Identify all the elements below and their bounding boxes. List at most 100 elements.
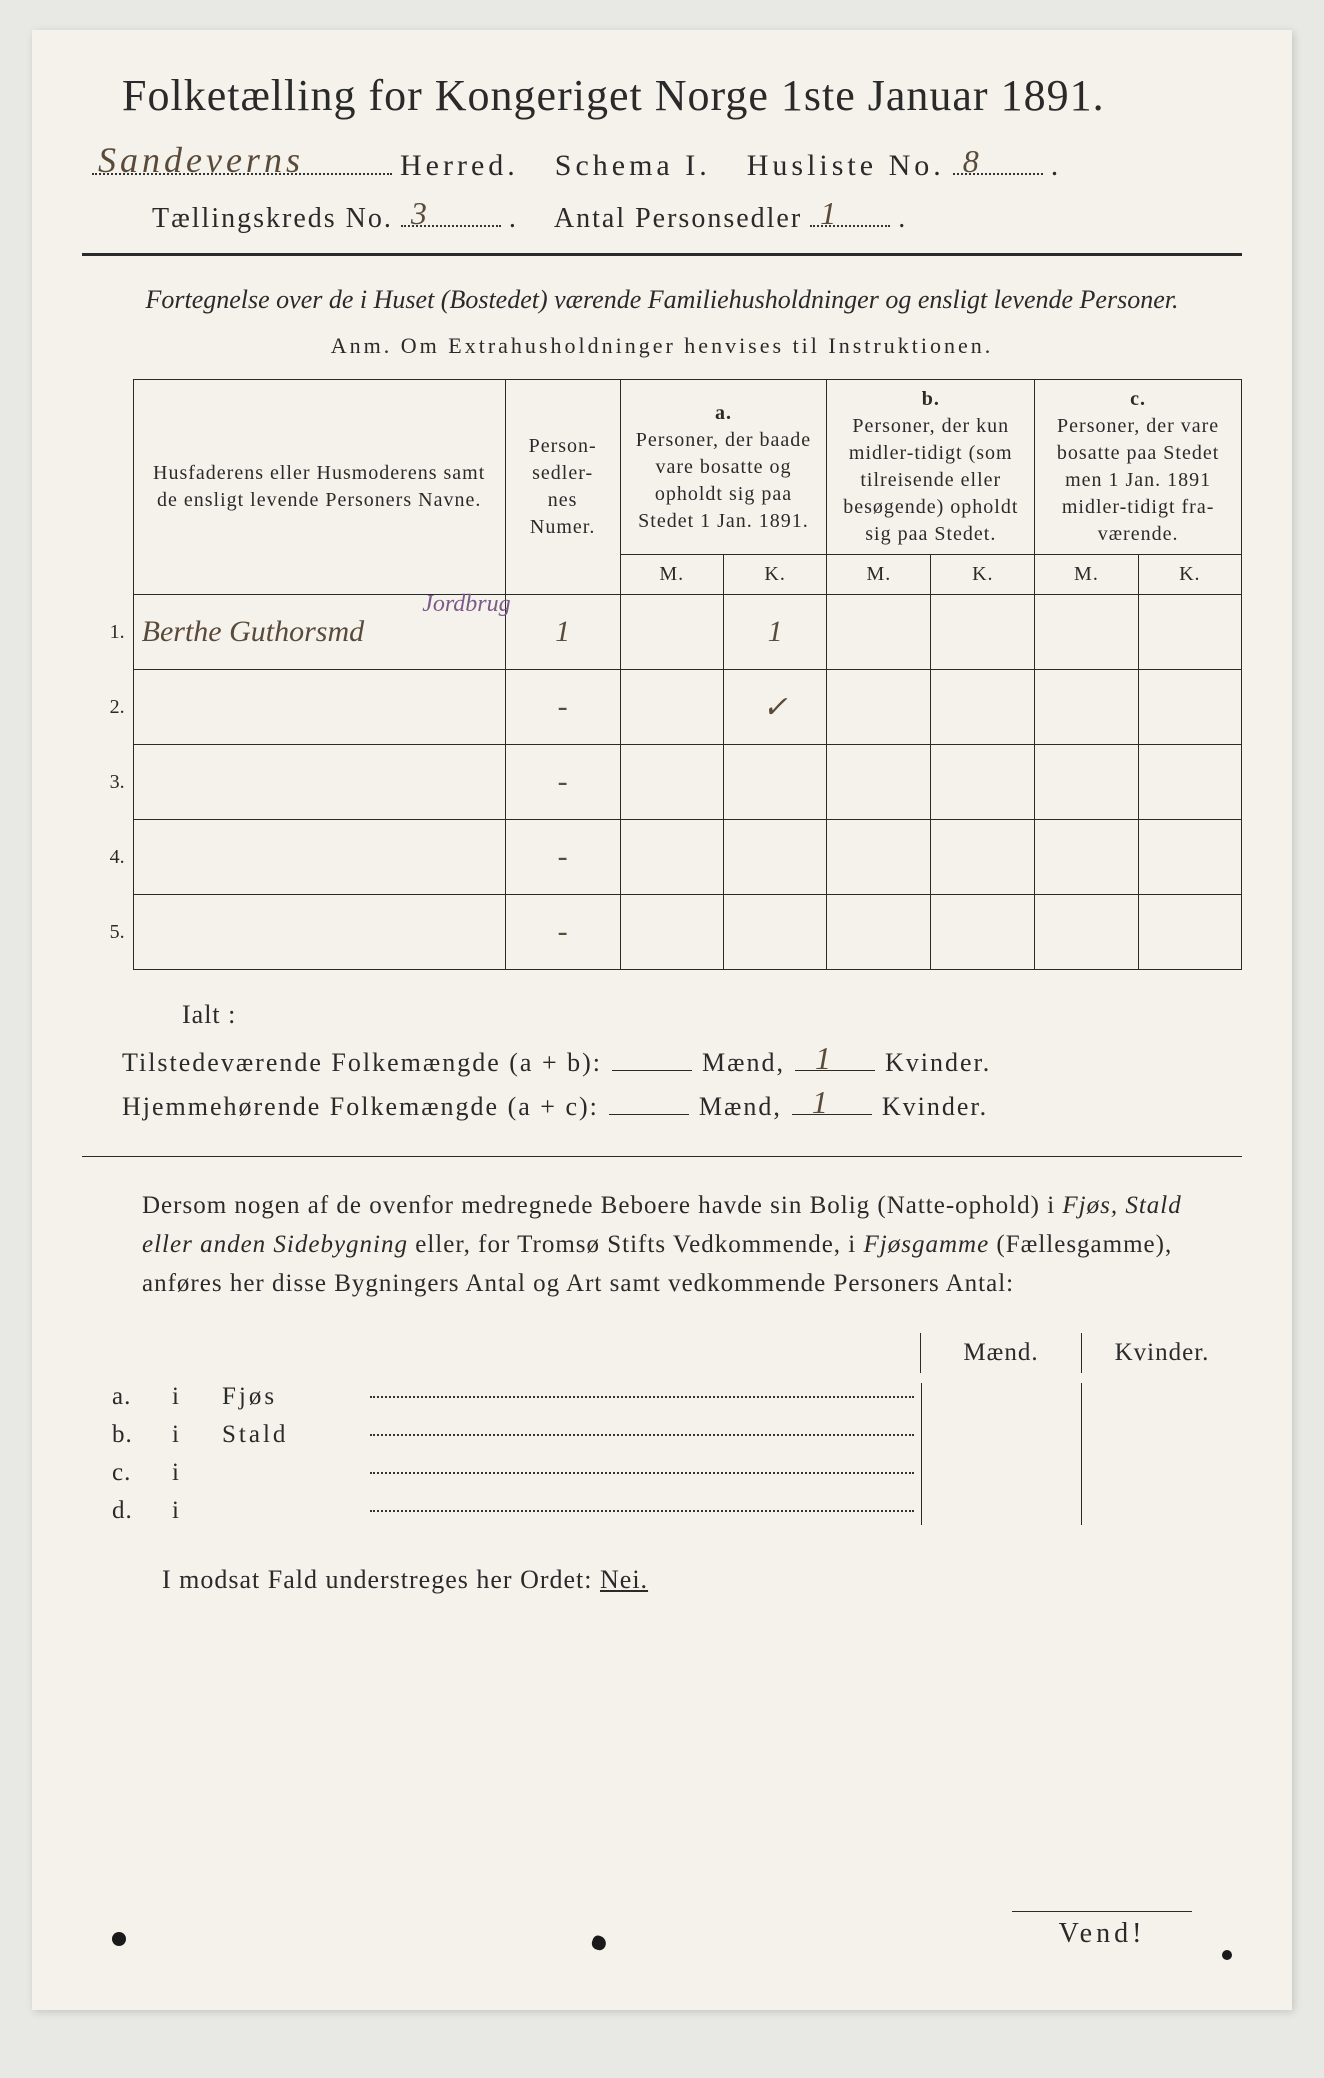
- col-header-b: b. Personer, der kun midler-tidigt (som …: [827, 380, 1035, 555]
- bygn-name: Fjøs: [222, 1383, 362, 1411]
- bygn-maend-header: Mænd.: [920, 1333, 1081, 1373]
- building-row: a.iFjøs: [112, 1383, 1242, 1411]
- num-cell: -: [505, 820, 620, 895]
- census-form-page: Folketælling for Kongeriget Norge 1ste J…: [32, 30, 1292, 2010]
- annotation-note: Anm. Om Extrahusholdninger henvises til …: [82, 333, 1242, 359]
- sum2-label: Hjemmehørende Folkemængde (a + c):: [122, 1092, 599, 1122]
- col-header-a: a. Personer, der baade vare bosatte og o…: [620, 380, 827, 555]
- sum-line-present: Tilstedeværende Folkemængde (a + b): Mæn…: [122, 1048, 1242, 1078]
- col-b-k: K.: [931, 555, 1035, 595]
- maend-label: Mænd,: [702, 1048, 785, 1078]
- herred-line: Sandeverns Herred. Schema I. Husliste No…: [82, 149, 1242, 183]
- a-m-cell: [620, 895, 723, 970]
- kvinder-label2: Kvinder.: [882, 1092, 988, 1122]
- table-row: 5. -: [82, 895, 1242, 970]
- b-k-cell: [931, 595, 1035, 670]
- kvinder-label: Kvinder.: [885, 1048, 991, 1078]
- b-m-cell: [827, 745, 931, 820]
- antal-field: 1: [810, 225, 890, 227]
- divider: [82, 253, 1242, 256]
- c-k-cell: [1138, 670, 1241, 745]
- name-cell: [133, 895, 505, 970]
- b-k-cell: [931, 745, 1035, 820]
- modsat-line: I modsat Fald understreges her Ordet: Ne…: [162, 1565, 1242, 1595]
- num-cell: -: [505, 895, 620, 970]
- bygn-letter: a.: [112, 1383, 172, 1411]
- bygn-i: i: [172, 1383, 222, 1411]
- page-title: Folketælling for Kongeriget Norge 1ste J…: [82, 70, 1242, 121]
- bygn-letter: b.: [112, 1421, 172, 1449]
- table-row: 1.Berthe GuthorsmdJordbrug11: [82, 595, 1242, 670]
- sum-line-resident: Hjemmehørende Folkemængde (a + c): Mænd,…: [122, 1092, 1242, 1122]
- herred-label: Herred.: [400, 149, 519, 183]
- name-cell: [133, 670, 505, 745]
- bygn-i: i: [172, 1421, 222, 1449]
- c-m-cell: [1035, 820, 1138, 895]
- ink-dot: [1222, 1950, 1232, 1960]
- sum2-m-field: [609, 1114, 689, 1115]
- ialt-label: Ialt :: [182, 1000, 1242, 1030]
- a-k-cell: [723, 895, 826, 970]
- a-m-cell: [620, 595, 723, 670]
- kreds-field: 3: [401, 225, 501, 227]
- kreds-label: Tællingskreds No.: [152, 203, 393, 235]
- ink-dot: [590, 1934, 608, 1952]
- husliste-label: Husliste No.: [747, 149, 945, 183]
- a-m-cell: [620, 670, 723, 745]
- c-k-cell: [1138, 595, 1241, 670]
- b-k-cell: [931, 670, 1035, 745]
- b-k-cell: [931, 895, 1035, 970]
- row-number: 1.: [82, 595, 133, 670]
- census-table: Husfaderens eller Husmoderens samt de en…: [82, 379, 1242, 970]
- margin-note: Jordbrug: [422, 591, 510, 618]
- c-m-cell: [1035, 895, 1138, 970]
- b-m-cell: [827, 895, 931, 970]
- ink-dot: [112, 1932, 126, 1946]
- husliste-handwritten: 8: [963, 143, 983, 180]
- a-m-cell: [620, 745, 723, 820]
- b-m-cell: [827, 595, 931, 670]
- building-head: Mænd. Kvinder.: [112, 1333, 1242, 1373]
- b-m-cell: [827, 670, 931, 745]
- col-header-number: Person- sedler- nes Numer.: [505, 380, 620, 595]
- col-header-c: c. Personer, der vare bosatte paa Stedet…: [1035, 380, 1242, 555]
- c-m-cell: [1035, 595, 1138, 670]
- c-m-cell: [1035, 670, 1138, 745]
- c-k-cell: [1138, 745, 1241, 820]
- row-number: 3.: [82, 745, 133, 820]
- kreds-line: Tællingskreds No. 3 . Antal Personsedler…: [82, 203, 1242, 235]
- row-number: 4.: [82, 820, 133, 895]
- num-cell: -: [505, 745, 620, 820]
- vend-label: Vend!: [1012, 1911, 1192, 1950]
- num-cell: -: [505, 670, 620, 745]
- col-a-m: M.: [620, 555, 723, 595]
- b-m-cell: [827, 820, 931, 895]
- table-row: 2. - ✓: [82, 670, 1242, 745]
- antal-handwritten: 1: [820, 195, 838, 232]
- sum1-m-field: [612, 1070, 692, 1071]
- herred-handwritten: Sandeverns: [98, 139, 304, 181]
- building-row: d.i: [112, 1497, 1242, 1525]
- table-row: 4. -: [82, 820, 1242, 895]
- a-k-cell: [723, 745, 826, 820]
- bygn-i: i: [172, 1459, 222, 1487]
- building-grid: a.iFjøsb.iStaldc.id.i: [82, 1383, 1242, 1525]
- a-k-cell: ✓: [723, 670, 826, 745]
- sum1-label: Tilstedeværende Folkemængde (a + b):: [122, 1048, 602, 1078]
- a-m-cell: [620, 820, 723, 895]
- a-k-cell: [723, 820, 826, 895]
- bygn-i: i: [172, 1497, 222, 1525]
- c-k-cell: [1138, 820, 1241, 895]
- building-paragraph: Dersom nogen af de ovenfor medregnede Be…: [142, 1187, 1222, 1303]
- divider-thin: [82, 1156, 1242, 1157]
- col-c-m: M.: [1035, 555, 1138, 595]
- sum2-k-field: 1: [792, 1114, 872, 1115]
- table-row: 3. -: [82, 745, 1242, 820]
- bygn-dots: [370, 1396, 914, 1398]
- row-number: 5.: [82, 895, 133, 970]
- row-number: 2.: [82, 670, 133, 745]
- c-m-cell: [1035, 745, 1138, 820]
- subheading: Fortegnelse over de i Huset (Bostedet) v…: [112, 280, 1212, 319]
- antal-label: Antal Personsedler: [554, 203, 802, 235]
- c-k-cell: [1138, 895, 1241, 970]
